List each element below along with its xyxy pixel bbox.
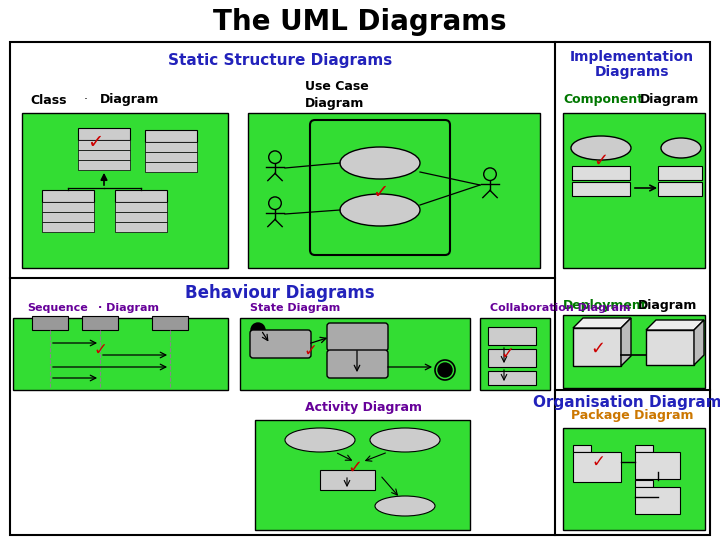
- FancyBboxPatch shape: [635, 487, 680, 514]
- Text: Component: Component: [563, 93, 643, 106]
- FancyBboxPatch shape: [572, 182, 630, 196]
- FancyBboxPatch shape: [563, 113, 705, 268]
- Ellipse shape: [370, 428, 440, 452]
- Text: The UML Diagrams: The UML Diagrams: [213, 8, 507, 36]
- FancyBboxPatch shape: [310, 120, 450, 255]
- Text: ✓: ✓: [348, 459, 363, 477]
- FancyBboxPatch shape: [573, 452, 621, 482]
- FancyBboxPatch shape: [42, 222, 94, 232]
- FancyBboxPatch shape: [78, 140, 130, 150]
- FancyBboxPatch shape: [78, 160, 130, 170]
- FancyBboxPatch shape: [563, 428, 705, 530]
- FancyBboxPatch shape: [13, 318, 228, 390]
- FancyBboxPatch shape: [115, 190, 167, 202]
- FancyBboxPatch shape: [572, 166, 630, 180]
- Text: ✓: ✓: [500, 345, 514, 363]
- Ellipse shape: [661, 138, 701, 158]
- Text: ✓: ✓: [93, 341, 107, 359]
- Text: · Diagram: · Diagram: [98, 303, 159, 313]
- Text: ✓: ✓: [591, 453, 605, 471]
- Text: ✓: ✓: [593, 152, 608, 170]
- Text: ·: ·: [84, 93, 88, 106]
- Text: Class: Class: [30, 93, 66, 106]
- FancyBboxPatch shape: [152, 316, 188, 330]
- Ellipse shape: [375, 496, 435, 516]
- FancyBboxPatch shape: [248, 113, 540, 268]
- FancyBboxPatch shape: [32, 316, 68, 330]
- Ellipse shape: [285, 428, 355, 452]
- FancyBboxPatch shape: [42, 202, 94, 212]
- FancyBboxPatch shape: [573, 328, 621, 366]
- Text: ✓: ✓: [303, 342, 317, 360]
- Text: Activity Diagram: Activity Diagram: [305, 402, 422, 415]
- Text: ✓: ✓: [590, 340, 606, 358]
- Polygon shape: [646, 320, 704, 330]
- FancyBboxPatch shape: [145, 162, 197, 172]
- FancyBboxPatch shape: [82, 316, 118, 330]
- FancyBboxPatch shape: [22, 113, 228, 268]
- Ellipse shape: [571, 136, 631, 160]
- FancyBboxPatch shape: [145, 152, 197, 162]
- Text: Diagrams: Diagrams: [595, 65, 670, 79]
- FancyBboxPatch shape: [145, 130, 197, 142]
- FancyBboxPatch shape: [488, 349, 536, 367]
- FancyBboxPatch shape: [255, 420, 470, 530]
- Circle shape: [438, 363, 452, 377]
- FancyBboxPatch shape: [250, 330, 311, 358]
- Text: Deployment: Deployment: [563, 299, 647, 312]
- FancyBboxPatch shape: [115, 222, 167, 232]
- FancyBboxPatch shape: [78, 128, 130, 140]
- FancyBboxPatch shape: [488, 327, 536, 345]
- Text: Use Case
Diagram: Use Case Diagram: [305, 80, 369, 110]
- Circle shape: [251, 323, 265, 337]
- Text: Package Diagram: Package Diagram: [571, 408, 693, 422]
- FancyBboxPatch shape: [240, 318, 470, 390]
- Ellipse shape: [340, 147, 420, 179]
- Polygon shape: [573, 318, 631, 328]
- FancyBboxPatch shape: [115, 212, 167, 222]
- Text: State Diagram: State Diagram: [250, 303, 341, 313]
- FancyBboxPatch shape: [145, 142, 197, 152]
- Ellipse shape: [340, 194, 420, 226]
- FancyBboxPatch shape: [658, 182, 702, 196]
- FancyBboxPatch shape: [635, 445, 653, 452]
- Polygon shape: [694, 320, 704, 365]
- FancyBboxPatch shape: [563, 315, 705, 388]
- FancyBboxPatch shape: [78, 150, 130, 160]
- FancyBboxPatch shape: [327, 323, 388, 351]
- FancyBboxPatch shape: [42, 212, 94, 222]
- FancyBboxPatch shape: [658, 166, 702, 180]
- FancyBboxPatch shape: [42, 190, 94, 202]
- Text: Implementation: Implementation: [570, 50, 694, 64]
- Text: Diagram: Diagram: [638, 299, 698, 312]
- FancyBboxPatch shape: [635, 480, 653, 487]
- FancyBboxPatch shape: [480, 318, 550, 390]
- FancyBboxPatch shape: [635, 452, 680, 479]
- FancyBboxPatch shape: [646, 330, 694, 365]
- Text: ✓: ✓: [87, 132, 103, 152]
- Polygon shape: [621, 318, 631, 366]
- FancyBboxPatch shape: [115, 202, 167, 212]
- FancyBboxPatch shape: [327, 350, 388, 378]
- FancyBboxPatch shape: [488, 371, 536, 385]
- FancyBboxPatch shape: [573, 445, 591, 452]
- FancyBboxPatch shape: [10, 42, 710, 535]
- Text: Collaboration Diagram: Collaboration Diagram: [490, 303, 631, 313]
- FancyBboxPatch shape: [320, 470, 375, 490]
- Text: Diagram: Diagram: [100, 93, 159, 106]
- Text: Static Structure Diagrams: Static Structure Diagrams: [168, 52, 392, 68]
- Text: Behaviour Diagrams: Behaviour Diagrams: [185, 284, 375, 302]
- Text: Organisation Diagrams: Organisation Diagrams: [534, 395, 720, 410]
- Text: Diagram: Diagram: [640, 93, 699, 106]
- Text: ✓: ✓: [372, 183, 388, 201]
- Text: Sequence: Sequence: [27, 303, 88, 313]
